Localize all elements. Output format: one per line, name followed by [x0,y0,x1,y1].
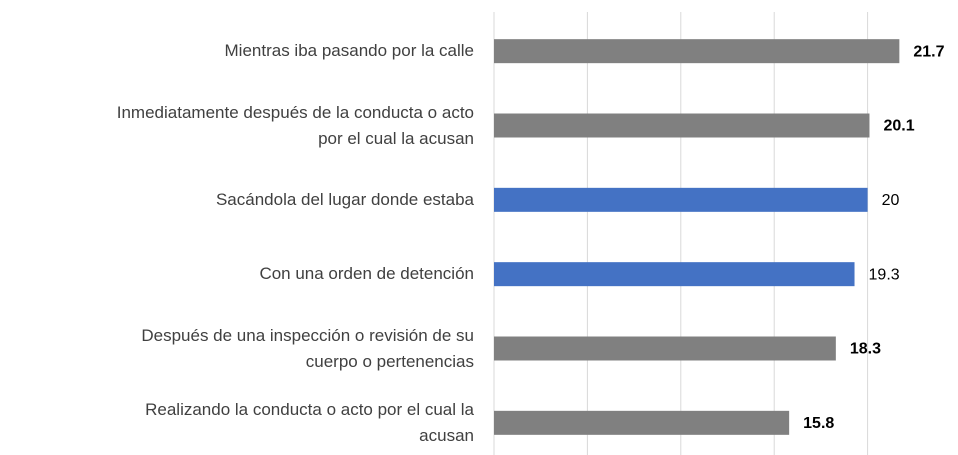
bar [494,262,855,287]
bar [494,410,790,435]
value-label: 18.3 [850,341,881,358]
bar [494,113,870,138]
bar [494,187,868,212]
category-label: Después de una inspección o revisión de … [141,325,474,371]
category-label: Sacándola del lugar donde estaba [215,189,474,209]
value-label: 19.3 [869,266,900,283]
bar [494,336,836,361]
value-label: 20.1 [883,118,914,135]
category-label: Realizando la conducta o acto por el cua… [145,399,474,445]
value-label: 15.8 [803,415,834,432]
category-label: Mientras iba pasando por la calle [224,41,474,61]
value-label: 21.7 [913,43,944,60]
value-label: 20 [882,192,900,209]
category-label: Inmediatamente después de la conducta o … [116,102,474,148]
category-label: Con una orden de detención [259,264,474,284]
bar [494,39,900,64]
